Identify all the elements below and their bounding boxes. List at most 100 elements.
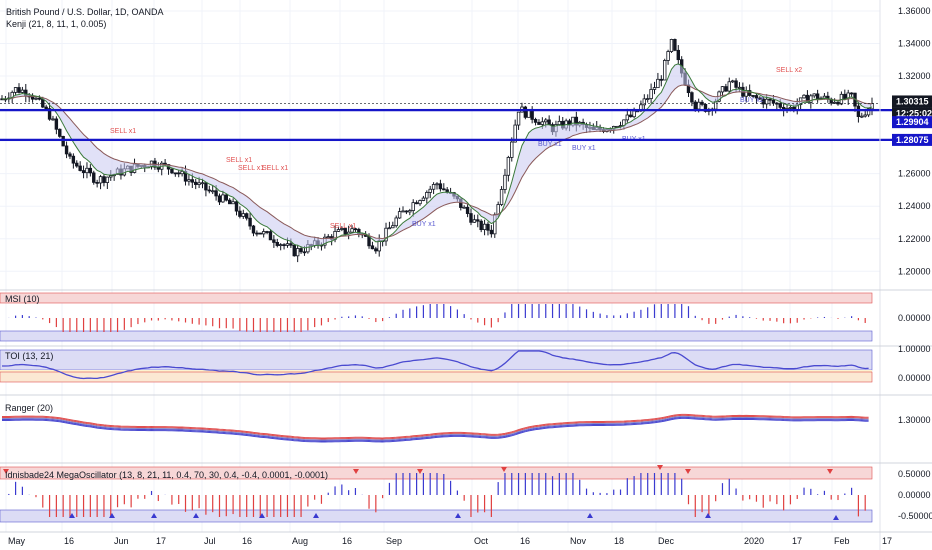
candle-body [173,172,178,175]
candle-body [285,243,290,246]
candle-body [758,97,762,100]
candle-body [41,98,45,108]
candle-body [238,210,242,217]
candle-body [863,114,867,117]
horizontal-levels[interactable] [0,103,892,142]
time-tick-label: 17 [792,536,802,546]
candle-body [469,213,473,223]
candle-body [809,95,813,103]
mega-buy-marker [259,513,265,518]
candle-body [326,236,330,239]
candle-body [299,248,303,253]
candle-body [64,145,69,155]
candle-body [761,98,765,105]
candle-body [815,93,820,100]
candle-body [102,176,106,183]
candle-body [204,182,208,191]
time-tick-label: 2020 [744,536,764,546]
mega-sell-marker [353,469,359,474]
price-tick-label: 1.36000 [898,6,931,16]
toi-tick-1: 1.00000 [898,344,931,354]
candle-body [109,175,113,178]
sell-signal-label: SELL x2 [776,67,802,74]
candle-body [544,119,548,123]
candle-body [724,86,728,92]
candle-body [98,176,103,184]
candle-body [401,210,405,213]
time-tick-label: 16 [242,536,252,546]
candle-body [860,115,864,118]
candle-body [418,200,422,205]
msi-overbought-zone [0,292,873,304]
candle-body [336,229,341,232]
time-tick-label: Sep [386,536,402,546]
candle-body [676,49,680,61]
candle-body [278,244,283,247]
candle-body [843,93,847,99]
candle-body [13,87,18,93]
candle-body [350,228,354,233]
ranger-band-line [2,417,869,443]
buy-signal-label: BUY x1 [572,145,596,152]
ranger-tick: 1.30000 [898,415,931,425]
candle-body [227,199,232,205]
buy-signal-label: BUY x1 [412,221,436,228]
candle-body [268,231,273,241]
candle-body [425,192,429,199]
candle-body [367,235,371,247]
candle-body [231,201,235,205]
level-2-tag-bg [892,133,932,146]
candle-body [261,231,266,235]
indicator-panes [0,292,873,523]
candle-body [71,155,76,164]
price-tick-label: 1.22000 [898,234,931,244]
candle-body [234,201,239,212]
mega-sell-marker [501,467,507,472]
candle-body [81,170,86,174]
msi-tick: 0.00000 [898,313,931,323]
time-tick-label: Oct [474,536,489,546]
sell-signal-label: SELL x1 [330,223,356,230]
toi-upper-zone [0,349,873,371]
candle-body [510,141,514,158]
candle-body [788,106,793,109]
candle-body [180,170,184,175]
candle-body [377,240,381,252]
candle-body [95,181,99,184]
candle-body [822,95,827,99]
candle-body [221,194,225,203]
time-tick-label: Feb [834,536,850,546]
candle-body [730,80,735,83]
candle-body [391,225,395,229]
time-tick-label: 18 [614,536,624,546]
candle-body [479,220,483,231]
chart-title: British Pound / U.S. Dollar, 1D, OANDA [6,7,164,17]
toi-lower-zone [0,371,873,383]
candle-body [751,95,755,97]
candle-body [673,39,677,51]
mega-buy-marker [313,513,319,518]
current-price-tag: 1.30315 [896,96,929,106]
candle-body [20,89,25,93]
time-tick-label: Jul [204,536,216,546]
candle-body [435,183,439,186]
time-tick-label: Dec [658,536,675,546]
candle-body [47,108,52,120]
candle-body [289,243,293,246]
candle-body [768,98,772,101]
candle-body [486,223,490,231]
mega-tick-1: 0.50000 [898,469,931,479]
ranger-pane-label: Ranger (20) [5,403,53,413]
sell-signal-label: SELL x1 [226,157,252,164]
candle-body [734,80,738,88]
mega-buy-marker [193,513,199,518]
candle-body [177,172,181,175]
candle-body [44,106,48,110]
mega-sell-marker [827,469,833,474]
ranger-band-line [2,416,869,442]
time-tick-label: Nov [570,536,587,546]
sell-signal-label: SELL x1 [238,165,264,172]
candle-body [849,92,854,95]
